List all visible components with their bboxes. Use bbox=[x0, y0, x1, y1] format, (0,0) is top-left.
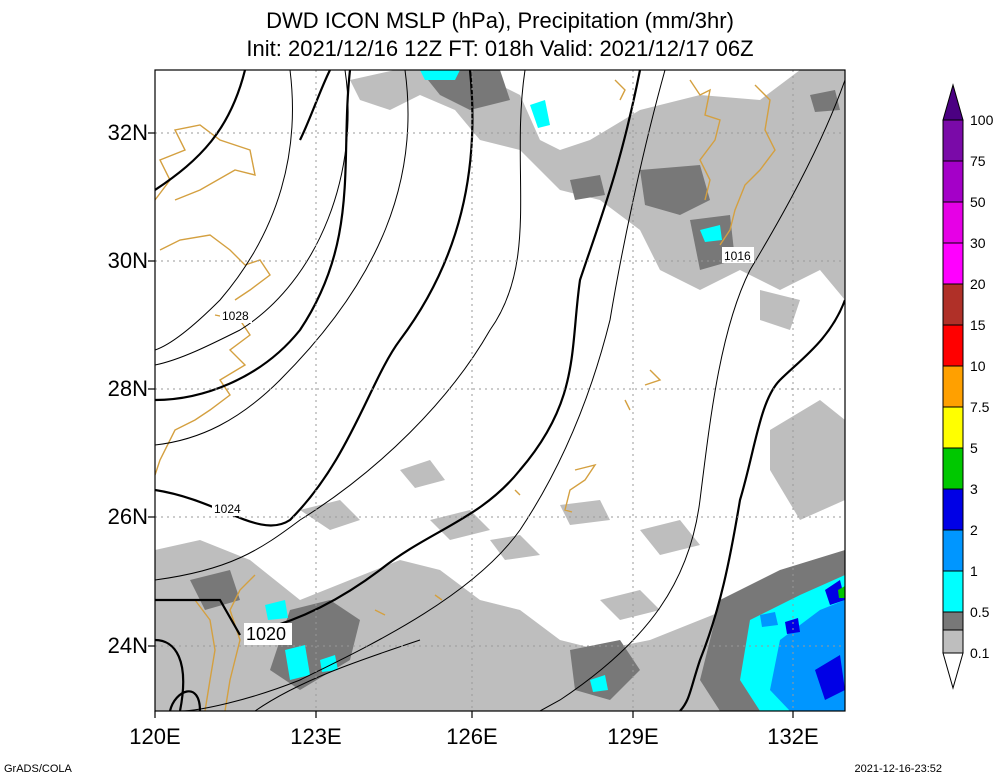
colorbar-label: 2 bbox=[970, 522, 978, 538]
isobar-label-bg bbox=[220, 307, 252, 323]
colorbar-label: 30 bbox=[970, 235, 986, 251]
colorbar-label: 0.5 bbox=[970, 604, 990, 620]
isobar-label: 1028 bbox=[222, 309, 249, 323]
isobar-label: 1016 bbox=[724, 249, 751, 263]
axis-ticks bbox=[148, 132, 794, 718]
lat-label: 28N bbox=[107, 376, 148, 401]
isobar-label-bg bbox=[244, 623, 292, 645]
colorbar-label: 3 bbox=[970, 481, 978, 497]
colorbar-bottom-triangle bbox=[942, 652, 964, 690]
map-title: DWD ICON MSLP (hPa), Precipitation (mm/3… bbox=[266, 8, 734, 33]
lon-label: 120E bbox=[129, 724, 181, 749]
lon-label: 126E bbox=[446, 724, 498, 749]
isobar-label-bg bbox=[722, 247, 754, 263]
colorbar-label: 15 bbox=[970, 317, 986, 333]
lat-label: 24N bbox=[107, 633, 148, 658]
colorbar-label: 0.1 bbox=[970, 645, 990, 661]
render-timestamp: 2021-12-16-23:52 bbox=[854, 763, 942, 775]
colorbar-label: 100 bbox=[970, 112, 994, 128]
precipitation-field bbox=[155, 70, 845, 711]
colorbar-label: 1 bbox=[970, 563, 978, 579]
isobars-thick bbox=[155, 70, 845, 711]
colorbar-label: 50 bbox=[970, 194, 986, 210]
colorbar-label: 20 bbox=[970, 276, 986, 292]
colorbar-top-triangle bbox=[942, 83, 964, 121]
map-subtitle: Init: 2021/12/16 12Z FT: 018h Valid: 202… bbox=[246, 36, 754, 61]
lat-label: 32N bbox=[107, 120, 148, 145]
colorbar-label: 7.5 bbox=[970, 399, 990, 415]
colorbar-label: 5 bbox=[970, 440, 978, 456]
lon-label: 132E bbox=[767, 724, 819, 749]
precip-intense bbox=[785, 580, 845, 700]
colorbar-label: 10 bbox=[970, 358, 986, 374]
lat-label: 26N bbox=[107, 504, 148, 529]
isobar-label: 1024 bbox=[214, 502, 241, 516]
plot-frame bbox=[154, 69, 846, 712]
lon-label: 129E bbox=[607, 724, 659, 749]
coastlines bbox=[155, 79, 776, 711]
colorbar bbox=[942, 83, 964, 690]
colorbar-lowest-swatch bbox=[942, 629, 964, 654]
graticule bbox=[155, 70, 845, 711]
isobar-label-bg bbox=[212, 500, 244, 516]
software-credit: GrADS/COLA bbox=[4, 763, 72, 775]
isobar-label: 1020 bbox=[246, 624, 286, 644]
colorbar-label: 75 bbox=[970, 153, 986, 169]
precip-extreme bbox=[838, 586, 845, 598]
lat-label: 30N bbox=[107, 248, 148, 273]
lon-label: 123E bbox=[290, 724, 342, 749]
